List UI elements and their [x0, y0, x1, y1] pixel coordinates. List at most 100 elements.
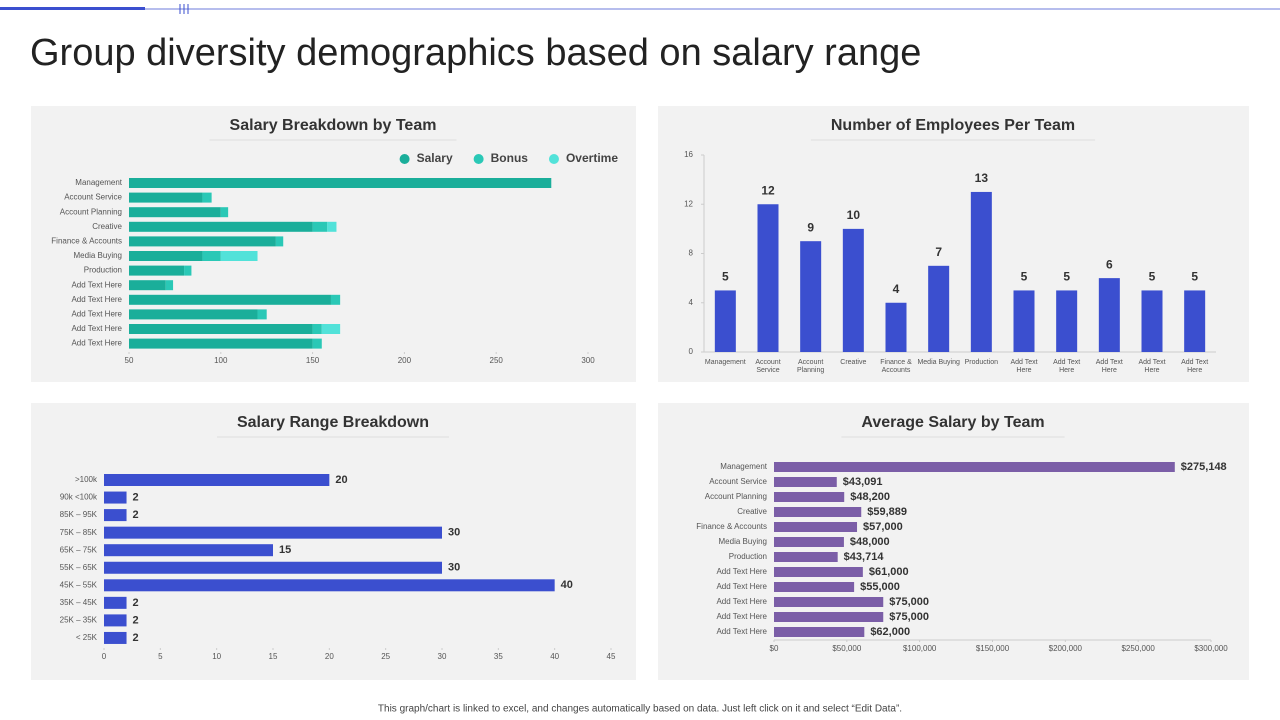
bar — [774, 522, 858, 532]
legend-swatch — [548, 154, 559, 164]
value-label: 5 — [722, 270, 729, 284]
value-label: $48,000 — [850, 536, 890, 548]
bar-segment — [129, 178, 552, 188]
bar — [774, 627, 865, 637]
bar — [774, 582, 855, 592]
panel-title: Salary Breakdown by Team — [230, 117, 437, 134]
x-tick-label: 250 — [490, 356, 504, 365]
category-label: Creative — [840, 359, 866, 366]
bar — [774, 507, 862, 517]
y-tick-label: 16 — [684, 150, 693, 159]
bar-segment — [202, 251, 221, 261]
y-tick-label: 8 — [689, 249, 694, 258]
bar — [885, 302, 907, 352]
page-title: Group diversity demographics based on sa… — [30, 32, 921, 74]
category-label: Add Text Here — [1010, 359, 1037, 374]
x-tick-label: 200 — [398, 356, 412, 365]
category-label: Management — [705, 359, 746, 366]
category-label: Account Service — [709, 477, 767, 486]
bar-segment — [321, 324, 341, 334]
category-label: Management — [75, 178, 122, 187]
category-label: Management — [720, 462, 767, 471]
value-label: $61,000 — [869, 566, 909, 578]
bar-segment — [330, 294, 341, 305]
bar — [714, 290, 736, 352]
value-label: 20 — [335, 474, 347, 486]
category-label: Creative — [737, 507, 767, 516]
category-label: Finance & Accounts — [880, 359, 912, 374]
x-tick-label: $150,000 — [976, 644, 1010, 653]
bar-segment — [312, 221, 328, 232]
bar — [104, 579, 555, 592]
value-label: 9 — [807, 220, 814, 234]
category-label: Add Text Here — [1096, 359, 1123, 374]
bar-segment — [129, 324, 313, 334]
bar — [774, 597, 884, 607]
bar — [104, 544, 273, 557]
bar — [104, 509, 127, 522]
bar-segment — [129, 265, 185, 276]
x-tick-label: 5 — [158, 652, 163, 661]
legend-swatch — [473, 154, 484, 164]
category-label: Add Text Here — [1053, 359, 1080, 374]
x-tick-label: 15 — [269, 652, 278, 661]
value-label: 13 — [975, 171, 989, 185]
value-label: 12 — [761, 183, 775, 197]
bar-segment — [165, 280, 174, 291]
x-tick-label: $250,000 — [1121, 644, 1155, 653]
bar-segment — [312, 338, 322, 349]
x-tick-label: 50 — [125, 356, 134, 365]
bar — [774, 462, 1175, 472]
bar-segment — [220, 251, 258, 261]
category-label: Production — [729, 552, 767, 561]
x-tick-label: 100 — [214, 356, 228, 365]
x-tick-label: 10 — [212, 652, 221, 661]
y-tick-label: 0 — [689, 347, 694, 356]
category-label: 90k <100k — [60, 493, 98, 502]
bar-segment — [312, 324, 322, 334]
category-label: 85K – 95K — [60, 510, 98, 519]
bar-segment — [129, 294, 331, 305]
bar-segment — [275, 236, 284, 247]
category-label: Account Planning — [705, 492, 767, 501]
value-label: 2 — [133, 632, 139, 644]
x-tick-label: 150 — [306, 356, 320, 365]
value-label: $57,000 — [863, 521, 903, 533]
bar — [104, 614, 127, 627]
category-label: Account Service — [64, 193, 122, 202]
top-ticks — [179, 4, 189, 14]
bar-segment — [202, 192, 212, 203]
bar-segment — [257, 309, 267, 320]
bar — [774, 492, 845, 502]
value-label: 4 — [893, 282, 900, 296]
category-label: 55K – 65K — [60, 563, 98, 572]
bar — [774, 477, 837, 487]
panel-title: Average Salary by Team — [861, 414, 1044, 431]
x-tick-label: 45 — [607, 652, 616, 661]
bar — [1098, 278, 1120, 352]
legend-label: Salary — [417, 151, 453, 165]
x-tick-label: $100,000 — [903, 644, 937, 653]
bar — [104, 491, 127, 504]
legend-swatch — [399, 154, 410, 164]
bar — [842, 228, 864, 352]
category-label: Add Text Here — [71, 280, 122, 289]
panel — [658, 403, 1249, 680]
bar — [104, 526, 442, 539]
legend-label: Bonus — [491, 151, 529, 165]
bar-segment — [129, 221, 313, 232]
bar — [104, 596, 127, 609]
y-tick-label: 4 — [689, 298, 694, 307]
category-label: < 25K — [76, 633, 98, 642]
bar — [774, 537, 844, 547]
bar-segment — [184, 265, 192, 276]
category-label: Add Text Here — [1181, 359, 1208, 374]
value-label: $55,000 — [860, 581, 900, 593]
category-label: Creative — [92, 222, 122, 231]
panel-title: Number of Employees Per Team — [831, 117, 1075, 134]
value-label: $62,000 — [870, 626, 910, 638]
bar-segment — [129, 338, 313, 349]
value-label: $43,714 — [844, 551, 885, 563]
category-label: Add Text Here — [716, 612, 767, 621]
